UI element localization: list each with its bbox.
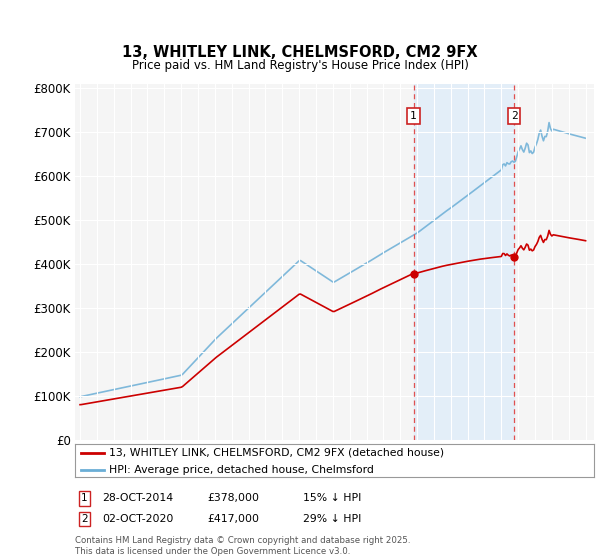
Text: 15% ↓ HPI: 15% ↓ HPI <box>303 493 361 503</box>
Text: Price paid vs. HM Land Registry's House Price Index (HPI): Price paid vs. HM Land Registry's House … <box>131 59 469 72</box>
Text: £378,000: £378,000 <box>207 493 259 503</box>
Text: 1: 1 <box>81 493 88 503</box>
Text: 13, WHITLEY LINK, CHELMSFORD, CM2 9FX (detached house): 13, WHITLEY LINK, CHELMSFORD, CM2 9FX (d… <box>109 448 444 458</box>
Text: 2: 2 <box>511 111 517 121</box>
Text: 2: 2 <box>81 514 88 524</box>
Text: 1: 1 <box>410 111 417 121</box>
Text: 13, WHITLEY LINK, CHELMSFORD, CM2 9FX: 13, WHITLEY LINK, CHELMSFORD, CM2 9FX <box>122 45 478 60</box>
Text: 29% ↓ HPI: 29% ↓ HPI <box>303 514 361 524</box>
Text: 02-OCT-2020: 02-OCT-2020 <box>102 514 173 524</box>
Text: 28-OCT-2014: 28-OCT-2014 <box>102 493 173 503</box>
Text: Contains HM Land Registry data © Crown copyright and database right 2025.
This d: Contains HM Land Registry data © Crown c… <box>75 536 410 556</box>
Text: £417,000: £417,000 <box>207 514 259 524</box>
Bar <box>413 84 514 440</box>
Text: HPI: Average price, detached house, Chelmsford: HPI: Average price, detached house, Chel… <box>109 465 374 475</box>
